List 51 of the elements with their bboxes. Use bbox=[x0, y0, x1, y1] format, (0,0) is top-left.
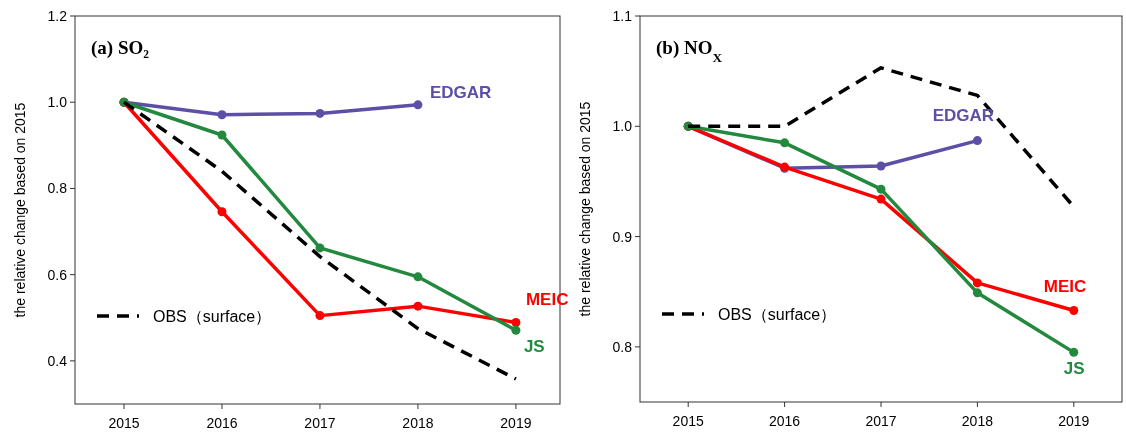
point bbox=[511, 325, 521, 335]
point bbox=[413, 100, 423, 110]
y-tick-label: 1.1 bbox=[612, 8, 633, 24]
x-tick-label: 2017 bbox=[865, 413, 897, 429]
x-tick-label: 2017 bbox=[304, 415, 336, 431]
x-tick-label: 2015 bbox=[672, 413, 704, 429]
point bbox=[1069, 347, 1079, 357]
point bbox=[315, 108, 325, 118]
point bbox=[217, 110, 227, 120]
series-label: MEIC bbox=[1043, 277, 1087, 297]
y-tick-label: 0.4 bbox=[47, 352, 68, 369]
x-tick-label: 2015 bbox=[108, 415, 140, 431]
y-tick-label: 0.8 bbox=[47, 180, 68, 197]
series-label: JS bbox=[1063, 359, 1085, 379]
point bbox=[217, 130, 227, 140]
point bbox=[876, 161, 886, 171]
y-tick-label: 0.6 bbox=[47, 266, 68, 283]
point bbox=[315, 243, 325, 253]
point bbox=[972, 136, 982, 146]
point bbox=[780, 138, 790, 148]
x-tick-label: 2019 bbox=[1058, 413, 1090, 429]
y-tick-label: 0.8 bbox=[612, 338, 633, 355]
point bbox=[511, 318, 521, 328]
text: (a) SO₂ bbox=[91, 37, 150, 59]
x-tick-label: 2016 bbox=[206, 415, 238, 431]
text: (b) NO$_{X}$ bbox=[656, 37, 723, 65]
y-axis-title: the relative change based on 2015 bbox=[577, 101, 593, 317]
legend-label: OBS（surface） bbox=[153, 308, 272, 325]
x-tick-label: 2019 bbox=[500, 415, 532, 431]
legend-label: OBS（surface） bbox=[718, 306, 837, 323]
x-tick-label: 2016 bbox=[769, 413, 801, 429]
x-tick-label: 2018 bbox=[402, 415, 434, 431]
point bbox=[876, 184, 886, 194]
y-axis-title: the relative change based on 2015 bbox=[12, 102, 28, 318]
point bbox=[972, 278, 982, 288]
point bbox=[1069, 305, 1079, 315]
series-label: JS bbox=[523, 337, 545, 357]
x-tick-label: 2018 bbox=[961, 413, 994, 429]
point bbox=[217, 207, 227, 217]
y-tick-label: 1.0 bbox=[47, 94, 68, 111]
y-tick-label: 1.0 bbox=[612, 118, 633, 135]
y-tick-label: 1.2 bbox=[47, 8, 68, 24]
point bbox=[315, 311, 325, 321]
point bbox=[972, 288, 982, 298]
point bbox=[413, 272, 423, 282]
series-label: EDGAR bbox=[932, 105, 995, 125]
series-label: MEIC bbox=[525, 289, 569, 309]
y-tick-label: 0.9 bbox=[612, 228, 633, 245]
point bbox=[413, 301, 423, 311]
series-label: EDGAR bbox=[429, 82, 492, 102]
point bbox=[876, 194, 886, 204]
